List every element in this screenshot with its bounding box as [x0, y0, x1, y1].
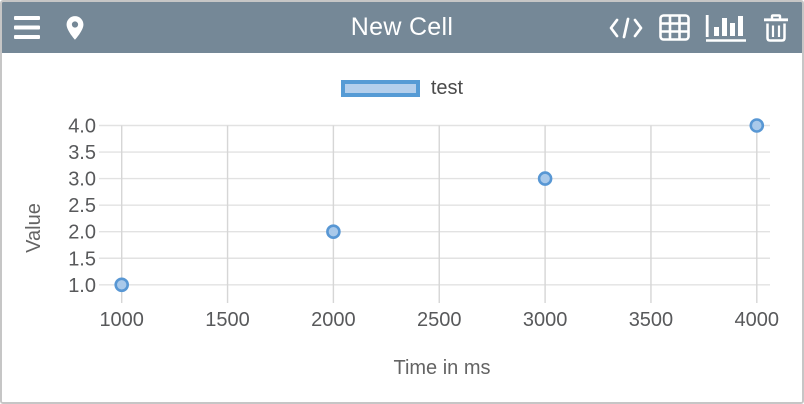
location-pin-button[interactable]: [64, 14, 86, 42]
x-tick-label: 4000: [735, 309, 780, 331]
bar-chart-icon: [705, 14, 746, 42]
y-tick-label: 3.5: [68, 142, 96, 164]
header-left-icons: [14, 14, 86, 42]
chart-cell-content: test 1.0 1.5 2.0 2.5 3.0 3.5 4.0 1000 1500 2000 25…: [2, 53, 802, 402]
table-icon: [659, 14, 690, 41]
code-view-button[interactable]: [608, 16, 644, 40]
y-tick-label: 2.0: [68, 222, 96, 244]
table-view-button[interactable]: [659, 14, 690, 41]
chart-legend[interactable]: test: [2, 78, 802, 98]
menu-icon: [14, 16, 40, 39]
location-pin-icon: [66, 15, 84, 40]
y-tick-label: 4.0: [68, 116, 96, 138]
x-tick-label: 3000: [523, 309, 568, 331]
header: New Cell: [2, 2, 802, 53]
data-point[interactable]: [326, 224, 341, 239]
scatter-chart-canvas[interactable]: 1.0 1.5 2.0 2.5 3.0 3.5 4.0 1000 1500 2000 2500 300…: [2, 53, 802, 402]
x-axis-title: Time in ms: [393, 357, 490, 379]
y-tick-label: 1.0: [68, 275, 96, 297]
data-point[interactable]: [537, 171, 553, 186]
x-tick-label: 3500: [629, 309, 674, 331]
y-tick-label: 2.5: [68, 195, 96, 217]
y-axis-title: Value: [23, 203, 45, 253]
menu-button[interactable]: [14, 15, 40, 40]
delete-cell-button[interactable]: [762, 13, 790, 42]
legend-swatch: [340, 79, 420, 97]
trash-icon: [764, 13, 788, 42]
y-tick-label: 1.5: [68, 248, 96, 270]
header-right-icons: [608, 13, 790, 42]
chart-view-button[interactable]: [705, 14, 747, 42]
code-icon: [609, 17, 643, 38]
x-tick-label: 2500: [417, 309, 462, 331]
data-point[interactable]: [114, 277, 129, 293]
x-tick-label: 1500: [205, 309, 250, 331]
page-title: New Cell: [350, 12, 454, 41]
data-point[interactable]: [749, 118, 765, 133]
y-tick-label: 3.0: [68, 169, 96, 191]
legend-label: test: [430, 77, 464, 99]
x-tick-label: 1000: [99, 309, 144, 331]
x-tick-label: 2000: [311, 309, 356, 331]
